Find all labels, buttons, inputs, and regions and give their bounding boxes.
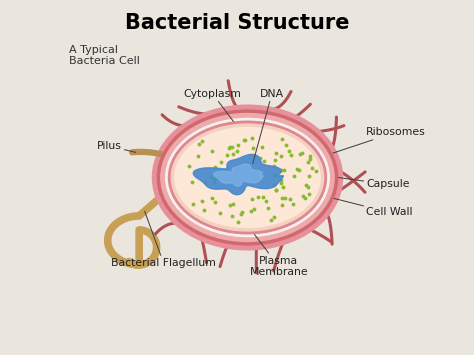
Ellipse shape [175,127,320,228]
Text: Bacterial Structure: Bacterial Structure [125,13,349,33]
Ellipse shape [169,121,327,234]
Text: A Typical
Bacteria Cell: A Typical Bacteria Cell [69,45,140,66]
Text: Ribosomes: Ribosomes [333,127,426,153]
Text: Pilus: Pilus [97,141,136,152]
Text: Capsule: Capsule [338,178,410,190]
Ellipse shape [157,110,337,245]
Polygon shape [214,164,264,186]
Ellipse shape [171,124,324,231]
Ellipse shape [166,119,329,236]
Text: Bacterial Flagellum: Bacterial Flagellum [111,211,216,268]
Ellipse shape [161,114,334,241]
Text: Cytoplasm: Cytoplasm [183,89,241,122]
Text: Plasma
Membrane: Plasma Membrane [250,234,308,277]
Text: DNA: DNA [253,89,284,164]
Text: Cell Wall: Cell Wall [334,198,413,218]
Ellipse shape [153,105,343,250]
Polygon shape [193,154,283,195]
